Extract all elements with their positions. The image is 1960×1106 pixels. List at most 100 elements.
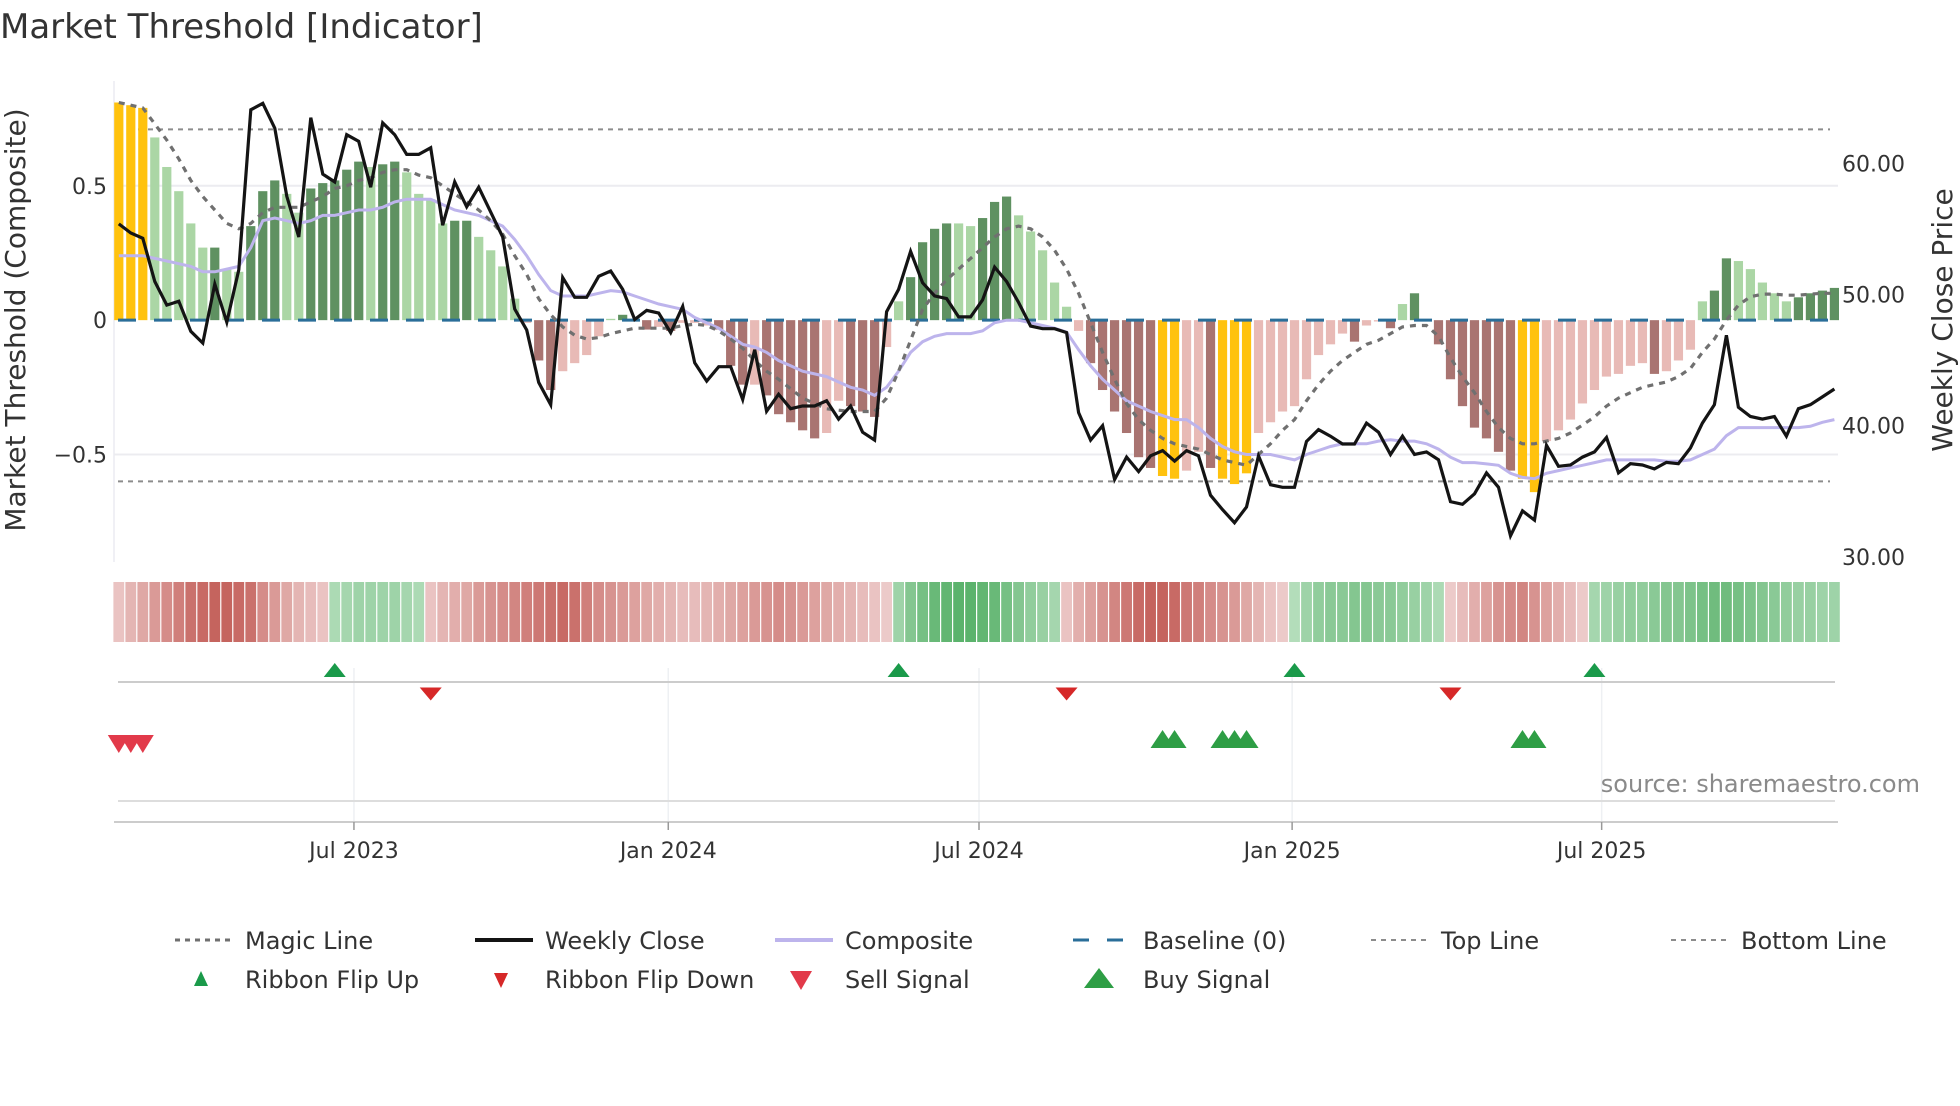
- ribbon-cell: [197, 582, 209, 642]
- composite-bar: [138, 107, 148, 321]
- composite-bar: [1037, 250, 1048, 321]
- composite-bar: [1529, 320, 1540, 493]
- x-tick-label: Jul 2024: [932, 839, 1024, 864]
- ribbon-cell: [749, 582, 761, 642]
- composite-bar: [234, 271, 244, 321]
- composite-bar: [1685, 320, 1696, 350]
- ribbon-cell: [281, 582, 293, 642]
- composite-bar: [174, 191, 184, 321]
- legend-flip-down-icon: [494, 973, 508, 988]
- composite-bar: [1001, 196, 1012, 321]
- ribbon-cell: [341, 582, 353, 642]
- ribbon-cell: [929, 582, 941, 642]
- ribbon-cell: [293, 582, 305, 642]
- ribbon-cell: [1829, 582, 1840, 642]
- legend-item: Sell Signal: [790, 966, 970, 994]
- composite-bar: [582, 320, 592, 356]
- ribbon-cell: [845, 582, 857, 642]
- ribbon-cell: [221, 582, 233, 642]
- ribbon-cell: [1505, 582, 1516, 642]
- composite-bar: [1385, 320, 1396, 329]
- composite-bars: [114, 102, 1840, 493]
- composite-bar: [270, 180, 280, 321]
- composite-bar: [1337, 320, 1348, 334]
- ribbon-cell: [1181, 582, 1192, 642]
- composite-bar: [546, 320, 556, 391]
- legend-flip-up-icon: [194, 971, 208, 986]
- composite-bar: [498, 266, 508, 321]
- sell-signal-marker: [131, 735, 154, 753]
- composite-bar: [1757, 282, 1768, 321]
- composite-bar: [1313, 320, 1324, 356]
- composite-bar: [906, 277, 916, 321]
- ribbon-cell: [617, 582, 629, 642]
- ribbon-cell: [1025, 582, 1036, 642]
- ribbon-cell: [905, 582, 917, 642]
- ribbon-cell: [137, 582, 149, 642]
- composite-bar: [1577, 320, 1588, 404]
- y-left-tick-label: 0: [93, 309, 107, 334]
- composite-bar: [378, 164, 388, 321]
- ribbon-cell: [593, 582, 605, 642]
- ribbon-cell: [1121, 582, 1132, 642]
- composite-bar: [1253, 320, 1264, 434]
- ribbon-cell: [1061, 582, 1072, 642]
- composite-bar: [642, 320, 652, 330]
- ribbon-cell: [233, 582, 245, 642]
- ribbon-cell: [785, 582, 797, 642]
- ribbon-cell: [1625, 582, 1636, 642]
- ribbon-cell: [1649, 582, 1660, 642]
- composite-bar: [1721, 258, 1732, 321]
- ribbon-strip: [113, 582, 1840, 642]
- composite-bar: [1745, 269, 1756, 321]
- ribbon-cell: [1001, 582, 1012, 642]
- composite-bar: [1709, 290, 1720, 321]
- ribbon-cell: [1781, 582, 1792, 642]
- composite-bar: [1517, 320, 1528, 479]
- composite-bar: [1049, 282, 1060, 321]
- composite-bar: [1505, 320, 1516, 471]
- composite-bar: [1817, 290, 1828, 321]
- composite-bar: [1469, 320, 1480, 428]
- composite-bar: [534, 320, 544, 361]
- ribbon-cell: [893, 582, 905, 642]
- composite-bar: [222, 269, 232, 321]
- composite-bar: [1781, 301, 1792, 321]
- ribbon-cell: [1757, 582, 1768, 642]
- composite-bar: [1625, 320, 1636, 366]
- composite-bar: [402, 172, 412, 321]
- composite-bar: [126, 105, 136, 321]
- ribbon-cell: [797, 582, 809, 642]
- composite-bar: [1481, 320, 1492, 439]
- ribbon-cell: [1277, 582, 1288, 642]
- ribbon-cell: [1661, 582, 1672, 642]
- ribbon-cell: [1553, 582, 1564, 642]
- ribbon-flip-down-marker: [419, 687, 442, 701]
- ribbon-cell: [677, 582, 689, 642]
- composite-bar: [618, 314, 628, 321]
- ribbon-cell: [1193, 582, 1204, 642]
- ribbon-cell: [485, 582, 497, 642]
- composite-bar: [1289, 320, 1300, 407]
- composite-bar: [774, 320, 784, 415]
- ribbon-cell: [1637, 582, 1648, 642]
- composite-bar: [294, 212, 304, 321]
- ribbon-cell: [737, 582, 749, 642]
- legend-label: Baseline (0): [1143, 927, 1286, 955]
- ribbon-cell: [1793, 582, 1804, 642]
- composite-bar: [594, 320, 604, 337]
- composite-bar: [738, 320, 748, 385]
- ribbon-cell: [149, 582, 161, 642]
- ribbon-cell: [377, 582, 389, 642]
- ribbon-cell: [965, 582, 977, 642]
- ribbon-cell: [509, 582, 521, 642]
- composite-bar: [1121, 320, 1132, 434]
- ribbon-cell: [725, 582, 737, 642]
- ribbon-cell: [581, 582, 593, 642]
- ribbon-cell: [809, 582, 821, 642]
- ribbon-cell: [1673, 582, 1684, 642]
- ribbon-cell: [401, 582, 413, 642]
- composite-bar: [1457, 320, 1468, 407]
- composite-bar: [858, 320, 868, 412]
- composite-bar: [1061, 306, 1072, 321]
